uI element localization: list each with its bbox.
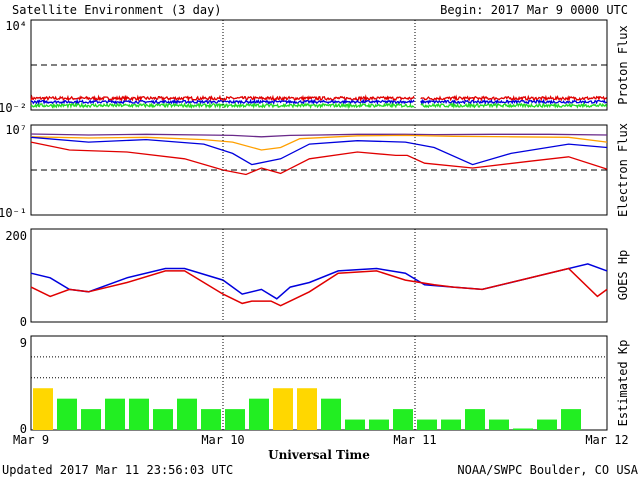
proton-ytick-top: 10⁴ bbox=[5, 19, 27, 33]
electron-ytick-top: 10⁷ bbox=[5, 123, 27, 137]
kp-bar bbox=[201, 409, 221, 430]
kp-bar bbox=[249, 398, 269, 430]
goes-frame bbox=[30, 228, 608, 323]
electron-ylabel: Electron Flux bbox=[616, 123, 630, 217]
kp-bar bbox=[153, 409, 173, 430]
xtick-mar12: Mar 12 bbox=[585, 433, 628, 447]
kp-bar bbox=[81, 409, 101, 430]
kp-bar bbox=[417, 419, 437, 430]
kp-bar bbox=[129, 398, 149, 430]
proton-flux-panel: 10⁴ 10⁻² Proton Flux bbox=[0, 19, 630, 115]
kp-bar bbox=[369, 419, 389, 430]
xtick-mar10: Mar 10 bbox=[201, 433, 244, 447]
electron-frame bbox=[30, 124, 608, 216]
credit: NOAA/SWPC Boulder, CO USA bbox=[457, 463, 638, 477]
electron-series-orange bbox=[30, 134, 608, 151]
kp-bar bbox=[561, 409, 581, 430]
kp-ytick-top: 9 bbox=[20, 336, 27, 350]
proton-series-red-0 bbox=[30, 94, 415, 103]
kp-bar bbox=[33, 388, 53, 430]
kp-bar bbox=[273, 388, 293, 430]
kp-bar bbox=[537, 419, 557, 430]
updated-time: Updated 2017 Mar 11 23:56:03 UTC bbox=[2, 463, 233, 477]
kp-bar bbox=[393, 409, 413, 430]
kp-bar bbox=[177, 398, 197, 430]
xtick-mar9: Mar 9 bbox=[13, 433, 49, 447]
kp-ylabel: Estimated Kp bbox=[616, 340, 630, 427]
proton-ylabel: Proton Flux bbox=[616, 25, 630, 104]
kp-bar bbox=[345, 419, 365, 430]
kp-bar bbox=[441, 419, 461, 430]
proton-series-red-1 bbox=[420, 94, 608, 103]
kp-bar bbox=[489, 419, 509, 430]
goes-series-red bbox=[30, 267, 608, 307]
kp-panel: 9 0 Estimated Kp bbox=[20, 335, 630, 436]
xtick-mar11: Mar 11 bbox=[393, 433, 436, 447]
chart-title: Satellite Environment (3 day) bbox=[12, 3, 222, 17]
proton-ytick-bottom: 10⁻² bbox=[0, 101, 27, 115]
electron-series-red bbox=[30, 141, 608, 176]
electron-ytick-bottom: 10⁻¹ bbox=[0, 206, 27, 220]
kp-bar bbox=[513, 428, 533, 430]
electron-series-purple bbox=[30, 133, 608, 138]
kp-bar bbox=[57, 398, 77, 430]
goes-ytick-bottom: 0 bbox=[20, 315, 27, 329]
x-axis-label: Universal Time bbox=[268, 448, 370, 462]
goes-hp-panel: 200 0 GOES Hp bbox=[5, 228, 630, 329]
kp-bar bbox=[297, 388, 317, 430]
proton-series-green-1 bbox=[420, 101, 608, 109]
proton-series-blue-1 bbox=[420, 98, 607, 106]
electron-flux-panel: 10⁷ 10⁻¹ Electron Flux bbox=[0, 123, 630, 220]
kp-bar bbox=[321, 398, 341, 430]
kp-bar bbox=[465, 409, 485, 430]
kp-frame bbox=[30, 335, 608, 431]
electron-series-blue bbox=[30, 136, 608, 166]
kp-ytick-bottom: 0 bbox=[20, 422, 27, 436]
goes-ytick-top: 200 bbox=[5, 229, 27, 243]
goes-ylabel: GOES Hp bbox=[616, 250, 630, 301]
kp-bar bbox=[225, 409, 245, 430]
begin-time: Begin: 2017 Mar 9 0000 UTC bbox=[440, 3, 628, 17]
kp-bar bbox=[105, 398, 125, 430]
